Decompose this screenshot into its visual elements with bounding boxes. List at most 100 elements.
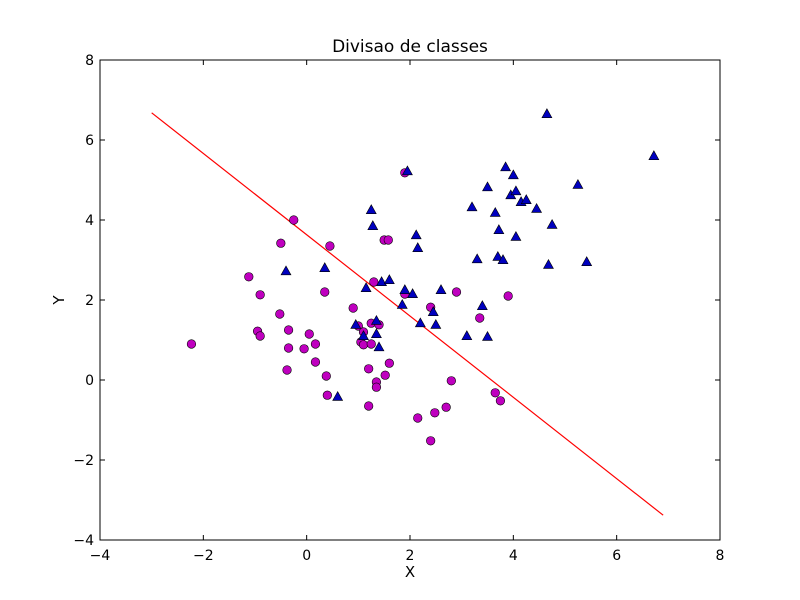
class-b-point xyxy=(543,258,554,269)
class-b-point xyxy=(471,253,483,264)
class-b-point xyxy=(482,181,493,192)
class-a-point xyxy=(369,277,379,287)
class-b-point xyxy=(507,169,519,180)
class-b-point xyxy=(510,230,522,241)
class-b-point xyxy=(280,265,292,276)
class-a-point xyxy=(283,325,294,335)
class-b-point xyxy=(482,330,493,341)
class-b-point xyxy=(461,330,473,340)
class-b-point xyxy=(476,300,488,310)
x-tick-label: 6 xyxy=(612,548,621,564)
class-b-point xyxy=(520,194,532,204)
class-a-point xyxy=(310,339,321,349)
class-a-point xyxy=(503,291,513,301)
class-b-point xyxy=(572,178,584,189)
class-a-point xyxy=(364,401,374,411)
class-a-point xyxy=(384,358,394,368)
class-b-point xyxy=(401,165,413,176)
class-a-point xyxy=(371,382,382,392)
class-b-point xyxy=(399,284,411,294)
plot-area: −4 −2 0 2 4 6 8 −4 −2 0 2 4 6 8 xyxy=(73,53,724,564)
class-a-point xyxy=(325,241,335,251)
class-a-point xyxy=(244,272,254,282)
class-a-point xyxy=(475,313,485,323)
class-a-point xyxy=(380,370,390,380)
class-a-point xyxy=(289,215,299,225)
class-b-point xyxy=(581,256,593,266)
class-b-point xyxy=(412,242,424,252)
class-a-point xyxy=(490,388,500,398)
class-b-point xyxy=(370,314,382,325)
class-a-point xyxy=(283,343,294,353)
class-b-point xyxy=(407,288,419,298)
y-tick-label: 4 xyxy=(85,213,94,229)
class-b-point xyxy=(493,224,505,234)
class-a-point xyxy=(255,331,265,341)
class-a-point xyxy=(321,371,331,381)
class-b-point xyxy=(435,284,447,294)
class-b-point xyxy=(360,282,372,292)
class-b-point xyxy=(430,318,442,329)
class-b-point xyxy=(332,390,344,401)
class-b-point xyxy=(500,161,512,172)
class-a-point xyxy=(358,340,369,350)
class-a-point xyxy=(413,413,423,423)
class-b-point xyxy=(427,306,439,316)
class-a-point xyxy=(322,390,332,400)
y-tick-label: −2 xyxy=(73,453,94,469)
chart-title: Divisao de classes xyxy=(332,37,488,57)
class-a-point xyxy=(304,329,314,339)
class-b-point xyxy=(531,202,543,213)
class-b-point xyxy=(370,328,382,338)
y-tick-label: 0 xyxy=(85,373,94,389)
class-b-point xyxy=(541,108,553,118)
class-b-point xyxy=(510,185,522,196)
class-a-point xyxy=(255,290,265,300)
class-b-point xyxy=(358,330,369,340)
class-a-point xyxy=(186,339,197,349)
class-a-point xyxy=(451,287,462,297)
class-b-point xyxy=(466,201,478,212)
class-a-point xyxy=(276,238,286,248)
class-b-point xyxy=(489,206,501,217)
class-a-point xyxy=(282,365,292,375)
class-a-point xyxy=(275,309,285,319)
class-a-point xyxy=(310,357,321,367)
class-b-point xyxy=(648,150,660,160)
y-tick-label: 2 xyxy=(85,293,94,309)
class-a-point xyxy=(348,303,358,313)
class-b-point xyxy=(497,254,509,264)
class-b-point xyxy=(492,250,504,261)
class-b-point xyxy=(546,218,558,229)
class-a-point xyxy=(299,344,309,354)
class-b-point xyxy=(319,262,331,272)
class-a-point xyxy=(446,376,456,386)
class-b-point xyxy=(414,317,426,328)
class-b-point xyxy=(365,204,377,214)
class-b-point xyxy=(373,341,385,352)
y-tick-label: 6 xyxy=(85,133,94,149)
x-tick-label: −2 xyxy=(193,548,214,564)
class-a-point xyxy=(320,287,330,297)
class-b-point xyxy=(396,298,408,309)
class-b-point xyxy=(383,274,395,284)
class-a-point xyxy=(426,436,436,446)
x-tick-label: 0 xyxy=(302,548,311,564)
x-tick-label: 8 xyxy=(716,548,725,564)
class-b-point xyxy=(376,276,388,286)
class-a-point xyxy=(366,339,376,349)
class-a-point xyxy=(383,235,393,245)
x-tick-label: 2 xyxy=(406,548,415,564)
class-a-point xyxy=(495,396,506,406)
x-axis-label: X xyxy=(405,563,415,581)
class-b-point xyxy=(367,220,379,230)
class-a-point xyxy=(441,402,451,412)
axes-background xyxy=(100,60,720,540)
decision-boundary-line xyxy=(151,112,664,516)
x-tick-label: 4 xyxy=(509,548,518,564)
y-axis-label: Y xyxy=(50,295,68,306)
class-a-point xyxy=(430,408,440,418)
class-b-point xyxy=(410,229,422,240)
class-b-point xyxy=(350,318,362,329)
